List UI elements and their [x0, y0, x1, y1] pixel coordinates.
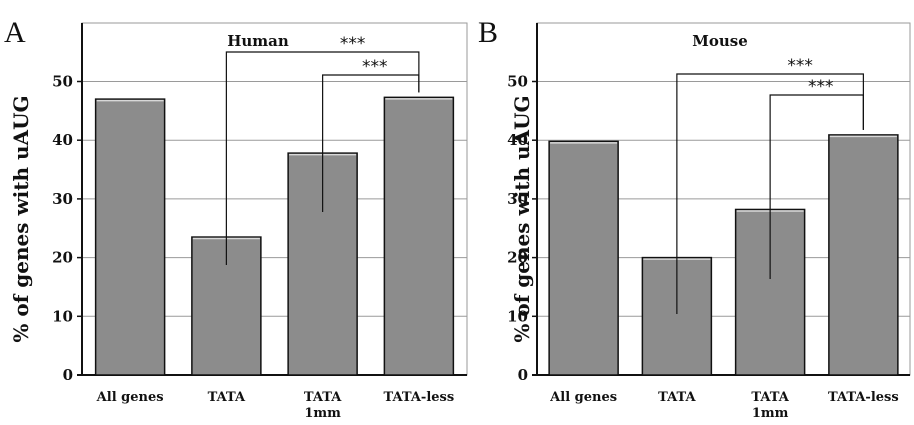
- y-tick-label: 10: [507, 307, 528, 325]
- y-tick-label: 40: [507, 131, 528, 149]
- significance-label: ***: [340, 34, 366, 54]
- y-tick-label: 40: [52, 131, 73, 149]
- bar: [94, 98, 166, 376]
- chart-title: Mouse: [692, 32, 748, 50]
- bar: [548, 140, 619, 376]
- bar: [383, 96, 455, 376]
- y-tick-label: 20: [52, 249, 73, 267]
- significance-label: ***: [808, 77, 834, 97]
- significance-bracket: [225, 51, 420, 265]
- significance-label: ***: [362, 57, 388, 77]
- significance-bracket: [769, 94, 864, 279]
- x-tick-label: TATA: [208, 390, 246, 405]
- panel-letter: A: [4, 16, 26, 49]
- y-tick-label: 30: [507, 190, 528, 208]
- y-tick-label: 50: [52, 73, 73, 91]
- chart-title: Human: [227, 32, 289, 50]
- significance-bracket: [322, 74, 420, 212]
- y-tick-label: 50: [507, 73, 528, 91]
- y-tick-label: 10: [52, 307, 73, 325]
- x-tick-label: TATA-less: [384, 390, 455, 405]
- x-tick-label: All genes: [96, 390, 164, 405]
- significance-label: ***: [787, 56, 813, 76]
- y-axis-label: % of genes with uAUG: [510, 95, 534, 342]
- panel-letter: B: [478, 16, 498, 49]
- y-tick-label: 0: [518, 366, 528, 384]
- y-axis-label: % of genes with uAUG: [9, 95, 33, 342]
- x-tick-label: TATA: [751, 390, 789, 405]
- y-tick-label: 20: [507, 249, 528, 267]
- x-tick-label: TATA: [658, 390, 696, 405]
- y-tick-label: 0: [63, 366, 73, 384]
- x-tick-label: TATA-less: [828, 390, 899, 405]
- x-tick-label: 1mm: [304, 406, 341, 421]
- x-tick-label: TATA: [304, 390, 342, 405]
- x-tick-label: All genes: [549, 390, 617, 405]
- x-tick-label: 1mm: [752, 406, 789, 421]
- bar: [828, 134, 899, 376]
- y-tick-label: 30: [52, 190, 73, 208]
